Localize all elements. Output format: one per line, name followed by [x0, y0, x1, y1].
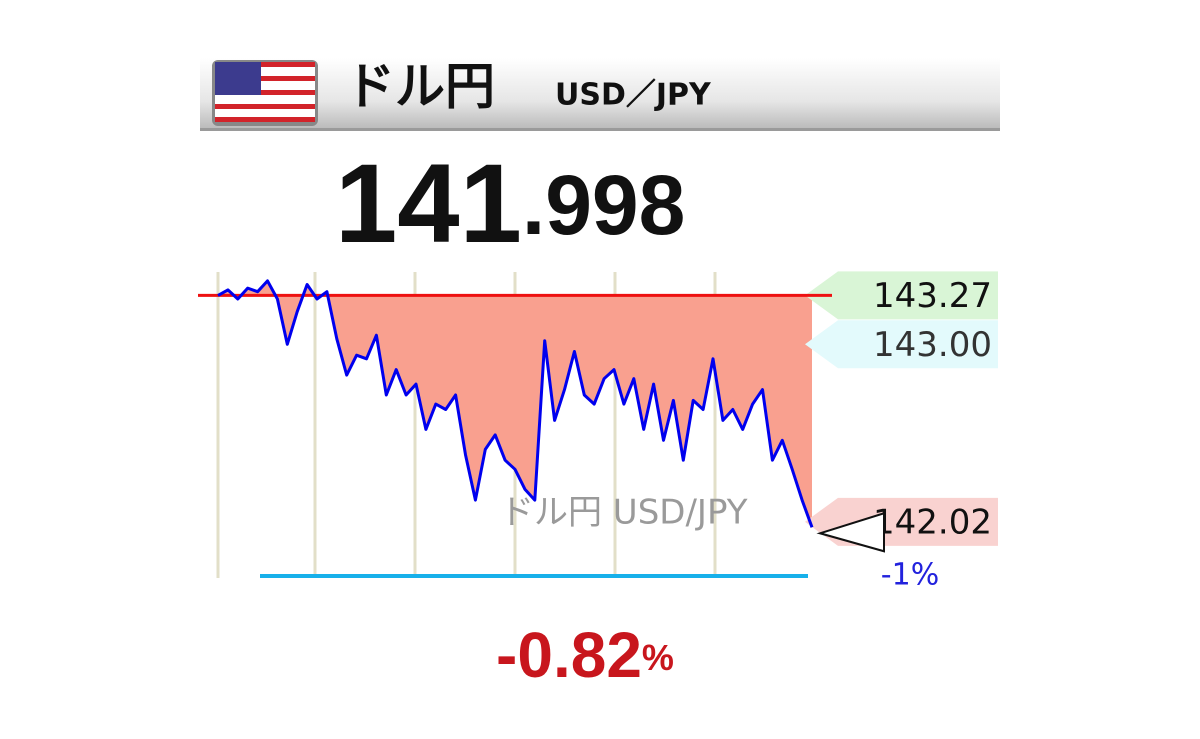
current-marker — [816, 511, 885, 553]
price-tag — [805, 271, 998, 320]
price-integer: 141 — [335, 141, 522, 266]
pair-code: USD／JPY — [555, 78, 712, 113]
price-decimal: .998 — [522, 158, 686, 252]
watermark: ドル円 USD/JPY — [500, 493, 748, 533]
change-unit: % — [642, 637, 674, 678]
loss-area — [218, 280, 812, 528]
price: 141.998 — [335, 141, 685, 266]
us-flag — [212, 60, 318, 126]
price-tag — [805, 320, 998, 369]
header-bar — [200, 58, 1000, 130]
price-line — [217, 279, 814, 528]
price-tag-label: 143.27 — [873, 276, 992, 316]
change: -0.82% — [496, 619, 674, 691]
change-value: -0.82 — [496, 619, 642, 691]
pair-title: ドル円 — [345, 58, 495, 116]
header-shadow — [200, 128, 1000, 131]
band-label: -1% — [881, 558, 939, 593]
price-tag-label: 143.00 — [873, 325, 992, 365]
price-tag-label: 142.02 — [873, 502, 992, 542]
